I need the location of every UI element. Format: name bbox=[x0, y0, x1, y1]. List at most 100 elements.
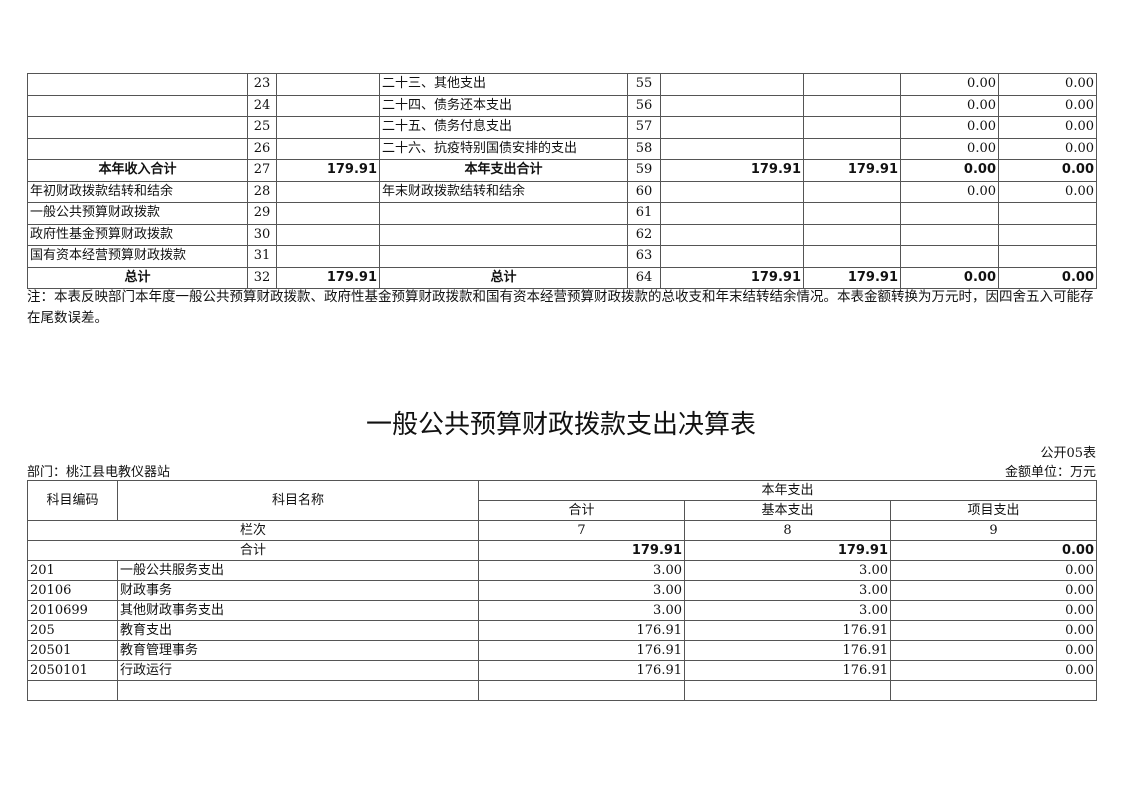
expense-amount: 0.00 bbox=[900, 94, 999, 117]
income-amount bbox=[276, 245, 380, 268]
expense-amount: 0.00 bbox=[998, 266, 1097, 289]
blank-row bbox=[27, 680, 1098, 701]
income-item: 年初财政拨款结转和结余 bbox=[27, 180, 248, 203]
project-amount: 0.00 bbox=[889, 600, 1098, 621]
expense-amount bbox=[998, 202, 1097, 225]
basic-amount: 176.91 bbox=[684, 640, 891, 661]
expense-item bbox=[379, 245, 628, 268]
table-row: 24 二十四、债务还本支出 56 0.00 0.00 bbox=[27, 94, 1097, 117]
header-total: 合计 bbox=[478, 500, 685, 521]
table-row: 政府性基金预算财政拨款 30 62 bbox=[27, 223, 1097, 246]
expenditure-table: 科目编码 科目名称 本年支出 合计 基本支出 项目支出 栏次 7 8 9 合计 … bbox=[27, 480, 1098, 701]
subject-name: 其他财政事务支出 bbox=[117, 600, 479, 621]
income-item: 本年收入合计 bbox=[27, 159, 248, 182]
expense-amount bbox=[660, 94, 804, 117]
income-item: 一般公共预算财政拨款 bbox=[27, 202, 248, 225]
report-title: 一般公共预算财政拨款支出决算表 bbox=[365, 410, 756, 440]
expense-amount bbox=[803, 245, 901, 268]
total-amount: 176.91 bbox=[478, 660, 685, 681]
empty-cell bbox=[684, 680, 891, 701]
empty-cell bbox=[478, 680, 685, 701]
expense-amount: 0.00 bbox=[900, 116, 999, 139]
expense-amount bbox=[660, 116, 804, 139]
line-number: 24 bbox=[247, 94, 277, 117]
table-row: 年初财政拨款结转和结余 28 年末财政拨款结转和结余 60 0.00 0.00 bbox=[27, 180, 1097, 203]
header-group: 本年支出 bbox=[477, 480, 1098, 501]
total-amount: 3.00 bbox=[478, 600, 685, 621]
expense-amount bbox=[900, 202, 999, 225]
expense-amount bbox=[900, 223, 999, 246]
subject-code: 205 bbox=[27, 620, 118, 641]
line-number: 27 bbox=[247, 159, 277, 182]
line-number: 25 bbox=[247, 116, 277, 139]
table-row: 23 二十三、其他支出 55 0.00 0.00 bbox=[27, 73, 1097, 96]
line-number: 58 bbox=[627, 137, 661, 160]
expense-amount bbox=[660, 137, 804, 160]
income-amount bbox=[276, 223, 380, 246]
header-lanci: 栏次 bbox=[27, 520, 479, 541]
expense-amount: 179.91 bbox=[660, 159, 804, 182]
header-name: 科目名称 bbox=[117, 480, 479, 521]
expense-amount bbox=[998, 245, 1097, 268]
subject-name: 教育支出 bbox=[117, 620, 479, 641]
expense-amount: 179.91 bbox=[803, 159, 901, 182]
total-project: 0.00 bbox=[889, 540, 1098, 561]
income-expense-table: 23 二十三、其他支出 55 0.00 0.00 24 二十四、债务还本支出 56 0.00 0.… bbox=[27, 73, 1097, 289]
table-row: 25 二十五、债务付息支出 57 0.00 0.00 bbox=[27, 116, 1097, 139]
total-amount: 176.91 bbox=[478, 640, 685, 661]
expense-amount bbox=[803, 223, 901, 246]
expense-amount: 0.00 bbox=[900, 137, 999, 160]
line-number: 29 bbox=[247, 202, 277, 225]
expense-amount bbox=[803, 137, 901, 160]
line-number: 64 bbox=[627, 266, 661, 289]
expense-amount: 0.00 bbox=[900, 266, 999, 289]
basic-amount: 176.91 bbox=[684, 620, 891, 641]
expense-amount: 0.00 bbox=[998, 180, 1097, 203]
expense-amount bbox=[660, 223, 804, 246]
table-row: 205 教育支出 176.91 176.91 0.00 bbox=[27, 620, 1098, 641]
expense-amount: 179.91 bbox=[660, 266, 804, 289]
col-8: 8 bbox=[684, 520, 891, 541]
expense-item bbox=[379, 202, 628, 225]
expense-amount bbox=[803, 116, 901, 139]
subject-name: 财政事务 bbox=[117, 580, 479, 601]
subject-code: 20106 bbox=[27, 580, 118, 601]
subject-code: 201 bbox=[27, 560, 118, 581]
income-item bbox=[27, 137, 248, 160]
line-number: 56 bbox=[627, 94, 661, 117]
table-row: 总计 32 179.91 总计 64 179.91 179.91 0.00 0.00 bbox=[27, 266, 1097, 289]
table-row: 本年收入合计 27 179.91 本年支出合计 59 179.91 179.91 0.00 0.… bbox=[27, 159, 1097, 182]
table-row: 2010699 其他财政事务支出 3.00 3.00 0.00 bbox=[27, 600, 1098, 621]
income-amount: 179.91 bbox=[276, 266, 380, 289]
expense-item: 二十五、债务付息支出 bbox=[379, 116, 628, 139]
total-amount: 179.91 bbox=[478, 540, 685, 561]
basic-amount: 176.91 bbox=[684, 660, 891, 681]
income-amount bbox=[276, 73, 380, 96]
expense-amount: 0.00 bbox=[998, 73, 1097, 96]
expense-item: 二十四、债务还本支出 bbox=[379, 94, 628, 117]
line-number: 60 bbox=[627, 180, 661, 203]
header-basic: 基本支出 bbox=[684, 500, 891, 521]
table-row: 国有资本经营预算财政拨款 31 63 bbox=[27, 245, 1097, 268]
total-label: 合计 bbox=[27, 540, 479, 561]
income-item bbox=[27, 94, 248, 117]
empty-cell bbox=[889, 680, 1098, 701]
expense-item: 本年支出合计 bbox=[379, 159, 628, 182]
department-label: 部门：桃江县电教仪器站 bbox=[27, 465, 171, 480]
expense-amount: 179.91 bbox=[803, 266, 901, 289]
table-row: 201 一般公共服务支出 3.00 3.00 0.00 bbox=[27, 560, 1098, 581]
subject-name: 教育管理事务 bbox=[117, 640, 479, 661]
total-amount: 3.00 bbox=[478, 580, 685, 601]
line-number: 31 bbox=[247, 245, 277, 268]
subject-code: 2050101 bbox=[27, 660, 118, 681]
income-amount bbox=[276, 116, 380, 139]
income-amount bbox=[276, 202, 380, 225]
subject-name: 行政运行 bbox=[117, 660, 479, 681]
line-number: 23 bbox=[247, 73, 277, 96]
expense-amount bbox=[900, 245, 999, 268]
total-basic: 179.91 bbox=[684, 540, 891, 561]
project-amount: 0.00 bbox=[889, 620, 1098, 641]
expense-amount bbox=[660, 202, 804, 225]
line-number: 63 bbox=[627, 245, 661, 268]
header-code: 科目编码 bbox=[27, 480, 118, 521]
